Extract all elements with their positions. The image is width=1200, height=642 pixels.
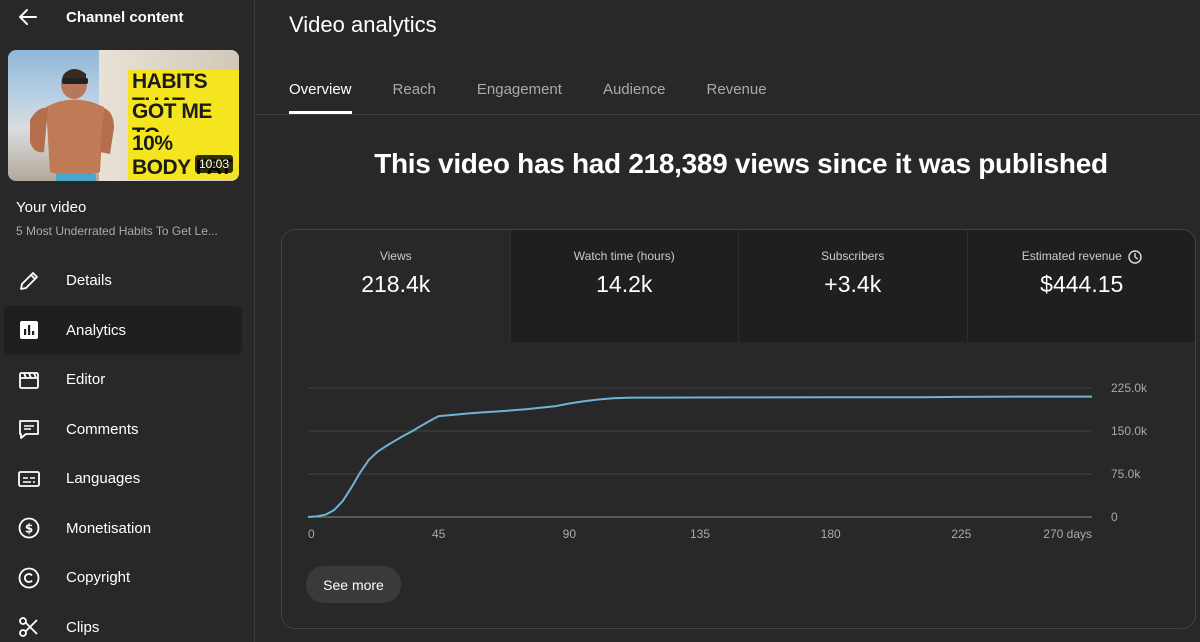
sidebar-item-analytics[interactable]: Analytics xyxy=(4,305,242,355)
clapperboard-icon xyxy=(16,367,42,393)
see-more-button[interactable]: See more xyxy=(306,566,401,603)
thumbnail-person-image xyxy=(30,69,114,181)
sidebar-item-copyright[interactable]: Copyright xyxy=(4,553,242,603)
tab-overview[interactable]: Overview xyxy=(289,70,352,114)
metric-value: 218.4k xyxy=(361,271,431,297)
sidebar-item-details[interactable]: Details xyxy=(4,256,242,306)
metric-value: 14.2k xyxy=(596,271,653,297)
metric-watch-time[interactable]: Watch time (hours) 14.2k xyxy=(510,230,739,342)
your-video-label: Your video xyxy=(16,199,87,216)
sidebar-item-label: Editor xyxy=(66,371,106,389)
back-arrow-icon[interactable] xyxy=(16,5,40,29)
sidebar-item-label: Languages xyxy=(66,470,141,488)
x-tick-label: 180 xyxy=(821,527,841,541)
channel-content-title: Channel content xyxy=(66,9,184,26)
pencil-icon xyxy=(16,268,42,294)
copyright-icon xyxy=(16,565,42,591)
dollar-icon: $ xyxy=(16,515,42,541)
svg-text:$: $ xyxy=(25,522,33,536)
views-series-line xyxy=(307,395,1092,518)
x-tick-label: 135 xyxy=(690,527,710,541)
metric-value: +3.4k xyxy=(824,271,882,297)
sidebar-header: Channel content xyxy=(0,0,255,34)
main-content: Video analytics Overview Reach Engagemen… xyxy=(256,0,1200,642)
y-tick-label: 225.0k xyxy=(1111,381,1148,395)
subtitles-icon xyxy=(16,466,42,492)
sidebar-item-label: Analytics xyxy=(66,321,127,339)
sidebar-item-editor[interactable]: Editor xyxy=(4,355,242,405)
sidebar-item-clips[interactable]: Clips xyxy=(4,603,242,642)
sidebar-nav: Details Analytics Editor Comments Langua… xyxy=(4,256,242,642)
metric-label-row: Estimated revenue xyxy=(968,249,1196,264)
sidebar-item-label: Monetisation xyxy=(66,519,152,537)
sidebar-item-label: Details xyxy=(66,272,112,290)
sidebar: Channel content HABITS THAT GOT ME TO 10… xyxy=(0,0,255,642)
tab-engagement[interactable]: Engagement xyxy=(476,81,562,98)
analytics-tabs: Overview Reach Engagement Audience Reven… xyxy=(289,70,808,114)
metric-subscribers[interactable]: Subscribers +3.4k xyxy=(739,230,968,342)
sidebar-item-languages[interactable]: Languages xyxy=(4,454,242,504)
sidebar-item-monetisation[interactable]: $ Monetisation xyxy=(4,504,242,554)
sidebar-item-label: Comments xyxy=(66,420,139,438)
x-tick-label: 45 xyxy=(432,527,446,541)
comment-icon xyxy=(16,416,42,442)
metric-label: Subscribers xyxy=(821,249,885,263)
sidebar-item-comments[interactable]: Comments xyxy=(4,405,242,455)
y-tick-label: 150.0k xyxy=(1111,424,1148,438)
x-tick-label: 90 xyxy=(563,527,577,541)
video-thumbnail[interactable]: HABITS THAT GOT ME TO 10% BODY FAT 10:03 xyxy=(8,50,239,181)
metric-tabs: Views 218.4k Watch time (hours) 14.2k Su… xyxy=(282,230,1196,342)
metric-label: Estimated revenue xyxy=(1021,249,1122,263)
tab-revenue[interactable]: Revenue xyxy=(706,81,767,98)
views-headline: This video has had 218,389 views since i… xyxy=(374,148,1108,179)
video-duration-badge: 10:03 xyxy=(194,155,233,173)
metric-value: $444.15 xyxy=(1040,271,1124,297)
x-tick-label: 225 xyxy=(951,527,971,541)
x-tick-label: 270 days xyxy=(1043,527,1092,541)
views-line-chart: 0 75.0k 150.0k 225.0k 0 45 90 135 180 225 270 days xyxy=(307,381,1148,541)
page-title: Video analytics xyxy=(289,12,437,37)
y-tick-label: 0 xyxy=(1111,510,1118,524)
scissors-icon xyxy=(16,614,42,640)
tabs-divider xyxy=(256,114,1200,115)
overview-card: Views 218.4k Watch time (hours) 14.2k Su… xyxy=(281,229,1196,629)
video-title: 5 Most Underrated Habits To Get Le... xyxy=(16,224,218,238)
x-tick-label: 0 xyxy=(308,527,315,541)
tab-reach[interactable]: Reach xyxy=(392,81,436,98)
analytics-icon xyxy=(16,317,42,343)
sidebar-item-label: Clips xyxy=(66,618,100,636)
metric-estimated-revenue[interactable]: Estimated revenue $444.15 xyxy=(967,230,1196,342)
metric-views[interactable]: Views 218.4k xyxy=(282,230,511,342)
metric-label: Watch time (hours) xyxy=(573,249,675,263)
tab-audience[interactable]: Audience xyxy=(602,81,666,98)
sidebar-item-label: Copyright xyxy=(66,569,131,587)
metric-label: Views xyxy=(379,249,412,263)
y-tick-label: 75.0k xyxy=(1111,467,1141,481)
clock-icon xyxy=(1128,250,1142,264)
